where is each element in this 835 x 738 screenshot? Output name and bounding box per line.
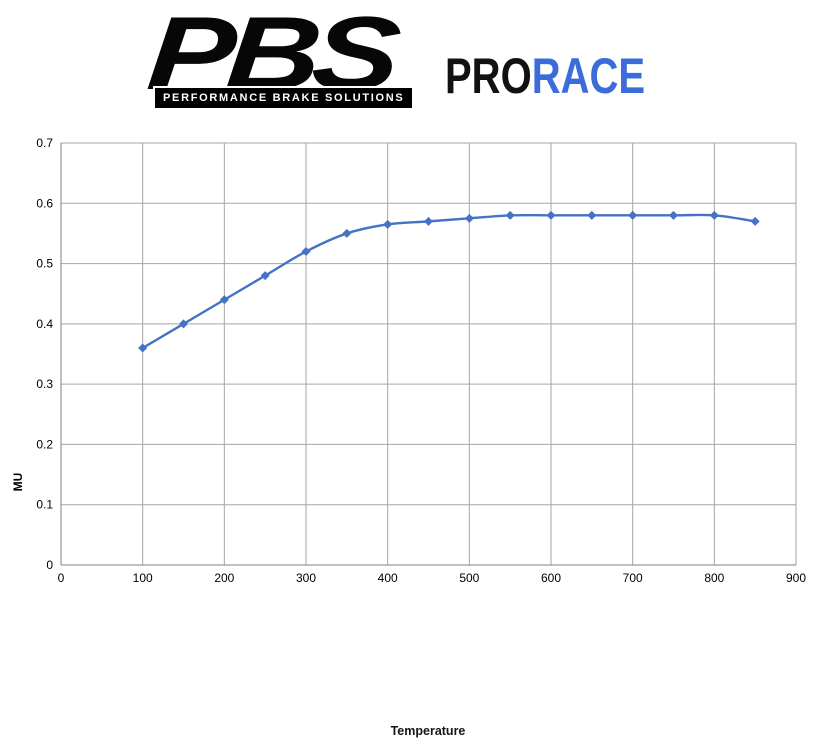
y-tick-label: 0.1: [36, 498, 53, 512]
x-tick-label: 200: [214, 571, 234, 585]
y-tick-label: 0.7: [36, 136, 53, 150]
prorace-pro-text: PRO: [445, 48, 532, 104]
data-point-marker: [505, 210, 515, 220]
data-point-marker: [179, 319, 188, 329]
prorace-logo: PRORACE: [445, 51, 645, 101]
data-point-marker: [464, 213, 474, 223]
x-tick-label: 900: [786, 571, 806, 585]
data-point-marker: [750, 216, 760, 226]
x-tick-label: 500: [459, 571, 479, 585]
y-tick-label: 0.6: [36, 196, 53, 210]
x-tick-label: 300: [296, 571, 316, 585]
data-point-marker: [424, 216, 433, 226]
x-tick-label: 0: [58, 571, 65, 585]
data-point-marker: [383, 219, 393, 229]
data-point-marker: [342, 228, 352, 238]
data-point-marker: [709, 210, 719, 220]
x-tick-label: 800: [704, 571, 724, 585]
data-point-marker: [260, 271, 270, 281]
pbs-logo-text: PBS: [143, 0, 397, 112]
data-point-marker: [138, 343, 148, 353]
y-axis-title: MU: [11, 472, 25, 492]
pbs-logo: PBS PERFORMANCE BRAKE SOLUTIONS: [143, 0, 427, 114]
x-tick-label: 600: [541, 571, 561, 585]
mu-temperature-chart: 0 0.1 0.2 0.3 0.4 0.5 0.6 0.7 0 100 200 300 400 500 60…: [0, 130, 835, 738]
y-tick-label: 0.5: [36, 257, 53, 271]
chart-line: [142, 213, 756, 350]
x-tick-label: 700: [623, 571, 643, 585]
pbs-logo-tagline: PERFORMANCE BRAKE SOLUTIONS: [153, 86, 415, 110]
y-tick-label: 0.3: [36, 377, 53, 391]
data-point-marker: [546, 210, 556, 220]
x-tick-label: 400: [378, 571, 398, 585]
data-point-marker: [219, 295, 229, 305]
data-point-marker: [587, 210, 597, 220]
data-point-marker: [628, 210, 638, 220]
y-tick-label: 0.4: [36, 317, 53, 331]
prorace-race-text: RACE: [531, 48, 646, 104]
y-tick-label: 0.2: [36, 437, 53, 451]
x-axis-title: Temperature: [390, 724, 466, 738]
chart-canvas: 0 0.1 0.2 0.3 0.4 0.5 0.6 0.7 0 100 200 300 400 500 60…: [36, 136, 806, 585]
page-header: PBS PERFORMANCE BRAKE SOLUTIONS PRORACE: [0, 0, 835, 125]
x-tick-label: 100: [133, 571, 153, 585]
data-point-marker: [301, 247, 311, 257]
data-point-marker: [669, 210, 678, 220]
y-tick-label: 0: [46, 558, 53, 572]
